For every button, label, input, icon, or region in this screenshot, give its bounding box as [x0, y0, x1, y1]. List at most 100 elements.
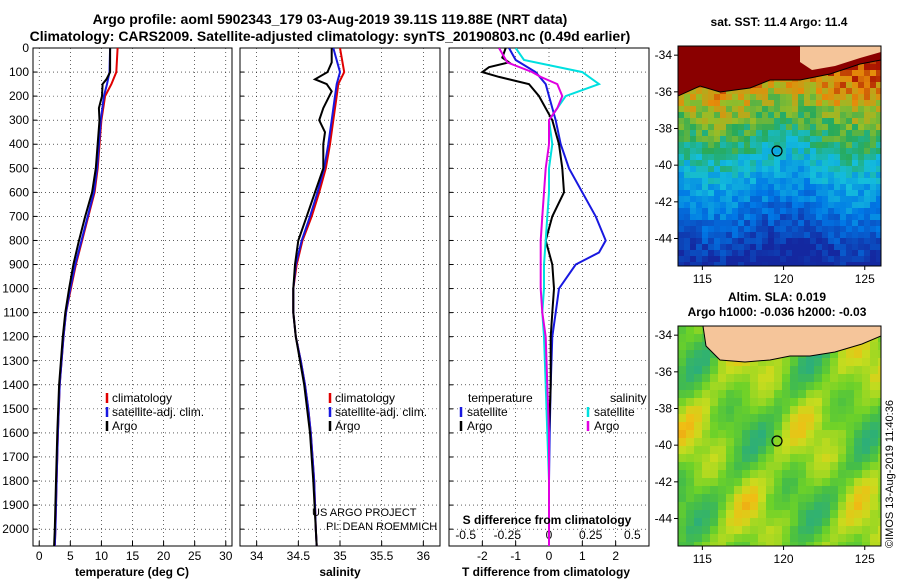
map-cell	[768, 220, 775, 227]
map-cell	[786, 136, 793, 143]
map-cell	[876, 244, 881, 251]
map-cell	[732, 160, 739, 167]
map-cell	[744, 160, 751, 167]
map-cell	[774, 374, 783, 383]
s-difference-tick-label: -0.25	[494, 528, 522, 542]
map-cell	[726, 478, 735, 487]
map-cell	[840, 100, 847, 107]
map-cell	[828, 232, 835, 239]
map-cell	[708, 118, 715, 125]
map-cell	[738, 178, 745, 185]
map-cell	[708, 142, 715, 149]
map-cell	[816, 250, 823, 257]
map-cell	[834, 208, 841, 215]
map-cell	[758, 478, 767, 487]
map-cell	[786, 142, 793, 149]
map-cell	[846, 430, 855, 439]
map-cell	[708, 262, 715, 266]
map-cell	[804, 220, 811, 227]
map-cell	[804, 154, 811, 161]
map-cell	[774, 478, 783, 487]
map-cell	[780, 178, 787, 185]
map-cell	[710, 518, 719, 527]
map-cell	[806, 358, 815, 367]
map-cell	[720, 154, 727, 161]
map-cell	[742, 542, 751, 546]
map-cell	[828, 214, 835, 221]
map-cell	[840, 232, 847, 239]
map-cell	[684, 160, 691, 167]
map-cell	[780, 196, 787, 203]
map-cell	[834, 172, 841, 179]
map-cell	[864, 88, 871, 95]
map-cell	[864, 172, 871, 179]
map-cell	[822, 136, 829, 143]
map-cell	[726, 494, 735, 503]
map-cell	[678, 454, 687, 463]
map-cell	[798, 160, 805, 167]
map-cell	[830, 494, 839, 503]
map-cell	[774, 100, 781, 107]
map-cell	[726, 220, 733, 227]
map-cell	[678, 220, 685, 227]
map-cell	[762, 256, 769, 263]
depth-tick-label: 1000	[2, 282, 29, 296]
map-cell	[864, 124, 871, 131]
map-cell	[846, 160, 853, 167]
map-cell	[774, 462, 783, 471]
map-cell	[744, 136, 751, 143]
map-cell	[678, 446, 687, 455]
map-cell	[822, 534, 831, 543]
map-cell	[780, 112, 787, 119]
map-cell	[738, 250, 745, 257]
map-cell	[786, 214, 793, 221]
map-cell	[758, 358, 767, 367]
map-cell	[744, 250, 751, 257]
map-cell	[762, 166, 769, 173]
map-cell	[790, 454, 799, 463]
map-cell	[694, 390, 703, 399]
map-cell	[864, 202, 871, 209]
map-cell	[782, 502, 791, 511]
map-cell	[758, 430, 767, 439]
map-cell	[762, 82, 769, 89]
map-cell	[678, 350, 687, 359]
map-cell	[766, 374, 775, 383]
map-cell	[834, 106, 841, 113]
map-cell	[762, 214, 769, 221]
map-cell	[870, 250, 877, 257]
map-cell	[846, 454, 855, 463]
map-cell	[758, 502, 767, 511]
map-cell	[726, 154, 733, 161]
map-cell	[708, 202, 715, 209]
map-cell	[726, 382, 735, 391]
lat-tick-label: -34	[655, 328, 673, 342]
map-cell	[726, 406, 735, 415]
map-cell	[790, 382, 799, 391]
map-cell	[774, 160, 781, 167]
map-cell	[678, 414, 687, 423]
map-cell	[830, 478, 839, 487]
map-cell	[726, 238, 733, 245]
map-cell	[686, 438, 695, 447]
map-cell	[854, 486, 863, 495]
map-cell	[810, 82, 817, 89]
map-cell	[858, 70, 865, 77]
map-cell	[708, 250, 715, 257]
map-cell	[870, 430, 879, 439]
map-cell	[822, 478, 831, 487]
map-cell	[774, 406, 783, 415]
map-cell	[828, 244, 835, 251]
map-cell	[702, 160, 709, 167]
map-cell	[702, 232, 709, 239]
map-cell	[852, 136, 859, 143]
map-cell	[858, 166, 865, 173]
legend-label: satellite-adj. clim.	[335, 405, 427, 419]
map-cell	[822, 398, 831, 407]
map-cell	[678, 106, 685, 113]
map-cell	[694, 526, 703, 535]
map-cell	[804, 262, 811, 266]
legend-label: satellite-adj. clim.	[112, 405, 204, 419]
map-cell	[804, 148, 811, 155]
map-cell	[738, 220, 745, 227]
